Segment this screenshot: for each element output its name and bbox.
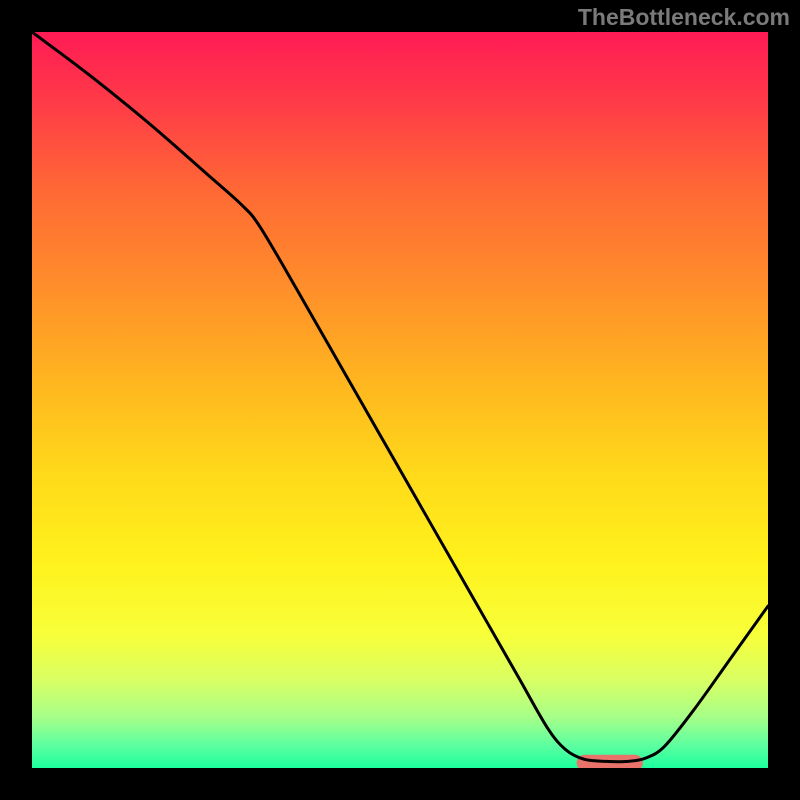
watermark-text: TheBottleneck.com [578,4,790,31]
gradient-background [32,32,768,768]
chart-frame: TheBottleneck.com [0,0,800,800]
plot-svg [32,32,768,768]
plot-area [32,32,768,768]
